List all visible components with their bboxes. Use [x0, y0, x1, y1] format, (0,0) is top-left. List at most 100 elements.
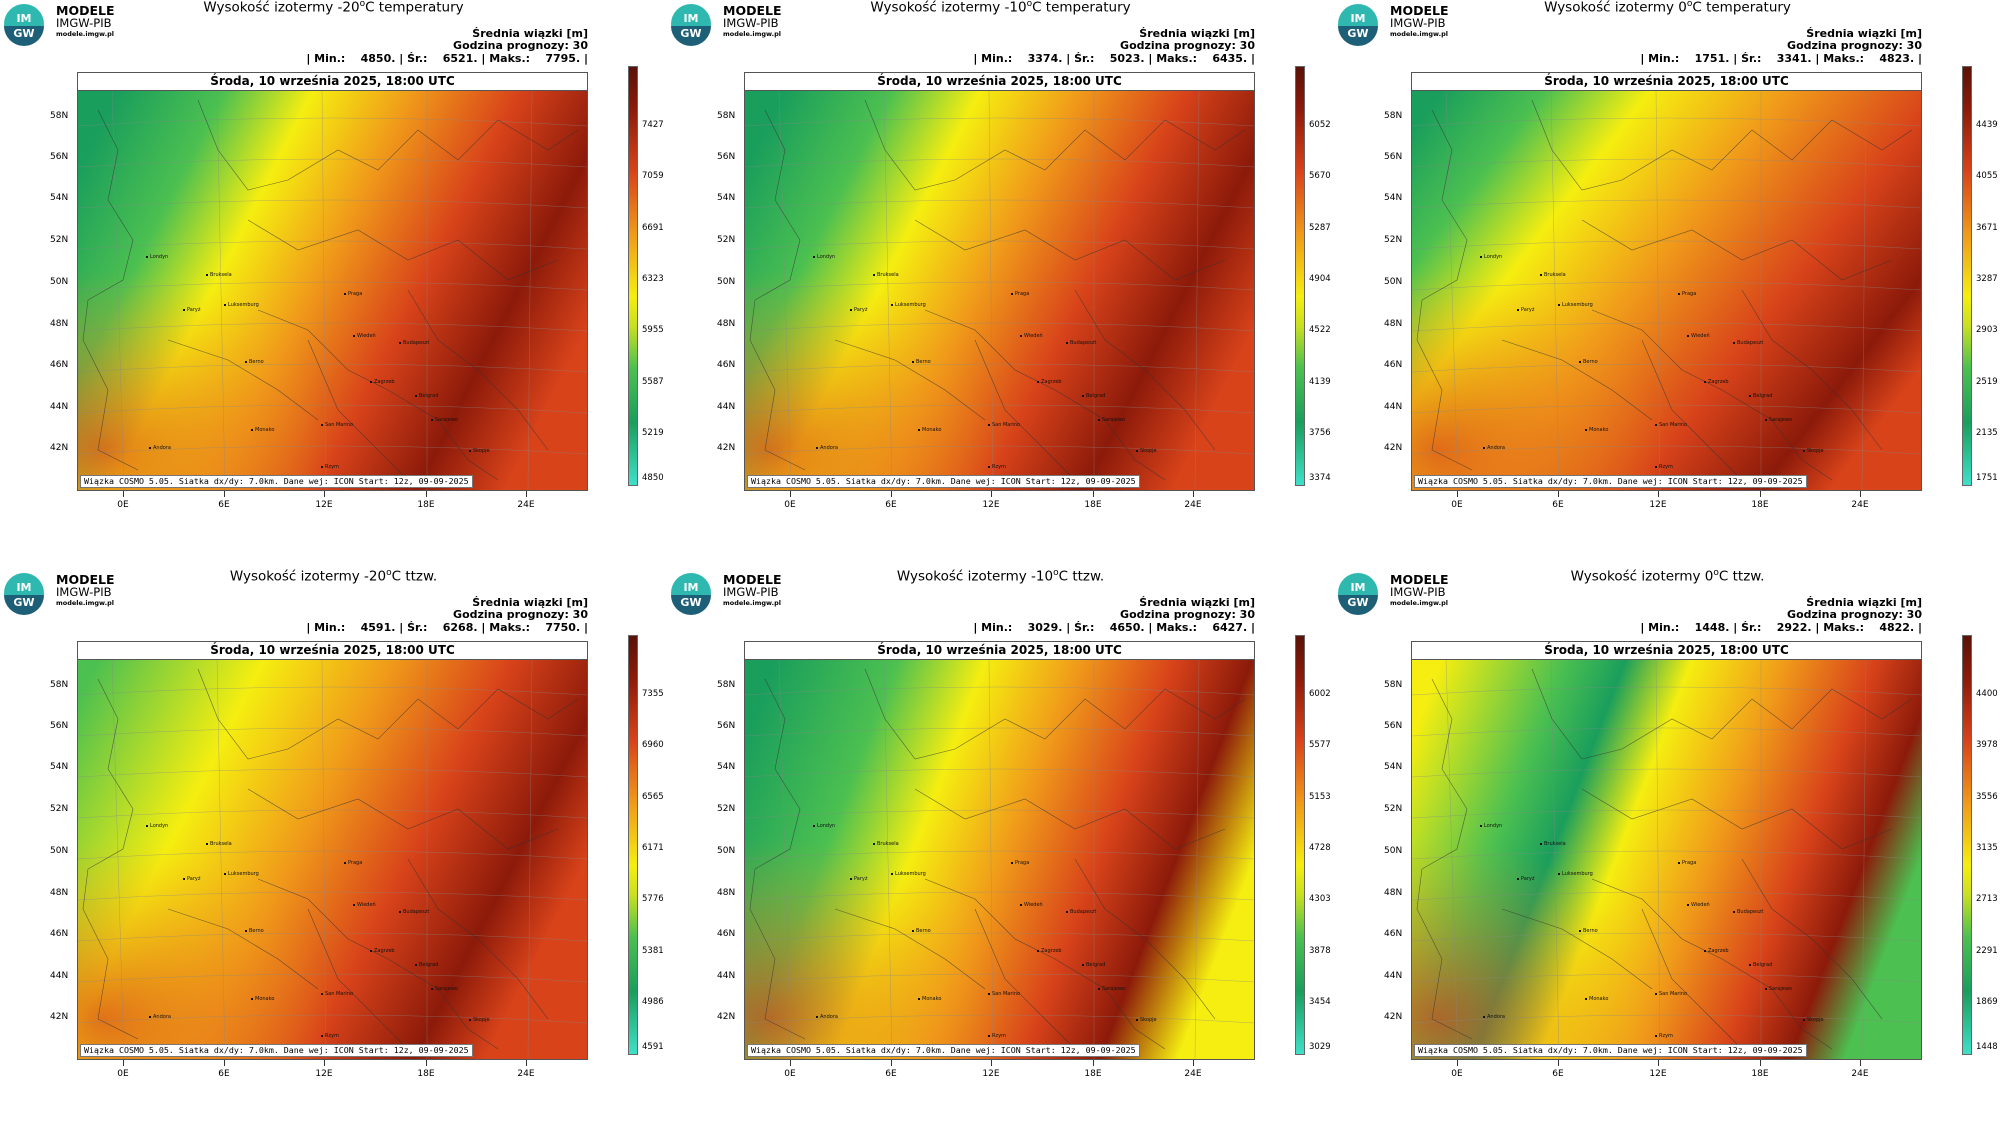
valid-date: Środa, 10 września 2025, 18:00 UTC [745, 642, 1254, 660]
brand-name: MODELE [723, 3, 782, 18]
brand-institute: IMGW-PIB [56, 16, 112, 30]
city-label: Monako [251, 996, 274, 1002]
latitude-label: 54N [717, 193, 736, 203]
longitude-tick [1193, 1060, 1194, 1066]
imgw-logo-icon: IM GW [1338, 4, 1378, 46]
map-frame[interactable]: Środa, 10 września 2025, 18:00 UTC Londy… [744, 641, 1255, 1060]
latitude-gridline [1412, 850, 1921, 860]
city-label: Belgrad [415, 962, 438, 968]
latitude-label: 44N [1384, 971, 1403, 981]
city-label: Paryż [1517, 307, 1535, 313]
city-label: Rzym [321, 464, 339, 470]
latitude-gridline [1412, 158, 1921, 168]
city-label: Andora [1483, 1014, 1505, 1020]
latitude-gridline [1412, 768, 1921, 778]
colorbar [1962, 66, 1972, 486]
latitude-label: 56N [50, 152, 69, 162]
stats-block: Średnia wiązki [m] Godzina prognozy: 30 | … [306, 596, 588, 634]
brand-url[interactable]: modele.imgw.pl [56, 599, 114, 607]
city-label: Budapeszt [1066, 909, 1096, 915]
longitude-label: 12E [1649, 500, 1667, 510]
colorbar-label: 7059 [642, 171, 664, 182]
latitude-gridline [78, 240, 587, 250]
model-footer: Wiązka COSMO 5.05. Siatka dx/dy: 7.0km. … [80, 1044, 473, 1057]
title-prefix: Wysokość izotermy -20 [203, 0, 360, 16]
brand-url[interactable]: modele.imgw.pl [1390, 30, 1448, 38]
brand-institute: IMGW-PIB [723, 585, 779, 599]
imgw-logo-icon: IM GW [1338, 573, 1378, 615]
stats-block: Średnia wiązki [m] Godzina prognozy: 30 | … [306, 27, 588, 65]
logo-bottom-text: GW [1347, 596, 1368, 609]
panel-title: Wysokość izotermy -10oC ttzw. [896, 568, 1105, 585]
brand-url[interactable]: modele.imgw.pl [56, 30, 114, 38]
city-label: Berno [245, 928, 264, 934]
latitude-gridline [1412, 809, 1921, 819]
logo-top-text: IM [683, 581, 698, 594]
city-label: Londyn [813, 254, 835, 260]
colorbar-label: 3029 [1309, 1042, 1331, 1052]
longitude-tick [224, 1060, 225, 1066]
brand-url[interactable]: modele.imgw.pl [1390, 599, 1448, 607]
city-label: Luksemburg [891, 871, 926, 877]
colorbar-label: 7427 [642, 120, 664, 130]
colorbar [1295, 635, 1305, 1055]
map-frame[interactable]: Środa, 10 września 2025, 18:00 UTC Londy… [77, 641, 588, 1060]
city-label: Sarajewo [1098, 417, 1125, 423]
longitude-tick [1658, 491, 1659, 497]
city-label: Andora [149, 1014, 171, 1020]
latitude-label: 44N [1384, 402, 1403, 412]
map-frame[interactable]: Środa, 10 września 2025, 18:00 UTC Londy… [77, 72, 588, 491]
longitude-gridline [1550, 659, 1560, 1059]
logo-bottom-text: GW [13, 596, 34, 609]
imgw-logo-icon: IM GW [671, 4, 711, 46]
brand-url[interactable]: modele.imgw.pl [723, 599, 781, 607]
latitude-gridline [1412, 363, 1921, 373]
latitude-label: 48N [1384, 888, 1403, 898]
city-label: Monako [1585, 996, 1608, 1002]
latitude-label: 46N [1384, 929, 1403, 939]
colorbar-label: 5153 [1309, 791, 1331, 802]
latitude-gridline [745, 363, 1254, 373]
latitude-label: 52N [50, 235, 69, 245]
longitude-tick [324, 491, 325, 497]
longitude-tick [1558, 1060, 1559, 1066]
brand-url[interactable]: modele.imgw.pl [723, 30, 781, 38]
latitude-label: 58N [717, 111, 736, 121]
latitude-gridline [745, 768, 1254, 778]
city-label: Bruksela [873, 272, 899, 278]
city-label: Andora [149, 445, 171, 451]
longitude-tick [123, 1060, 124, 1066]
latitude-label: 46N [717, 360, 736, 370]
longitude-label: 0E [117, 1069, 129, 1079]
colorbar-label: 7355 [642, 689, 664, 699]
latitude-label: 48N [717, 888, 736, 898]
latitude-gridline [78, 891, 587, 901]
colorbar [1295, 66, 1305, 486]
colorbar-label: 3671 [1976, 222, 1998, 233]
title-suffix: C temperatury [365, 0, 464, 16]
map-frame[interactable]: Środa, 10 września 2025, 18:00 UTC Londy… [744, 72, 1255, 491]
country-borders [749, 99, 1246, 481]
latitude-label: 56N [717, 721, 736, 731]
latitude-gridline [745, 932, 1254, 942]
stats-values: | Min.: 1448. | Śr.: 2922. | Maks.: 4822… [1640, 620, 1922, 634]
longitude-tick [426, 491, 427, 497]
city-label: Berno [912, 359, 931, 365]
isotherm-field: Londyn Bruksela Paryż Luksemburg Praga Wiedeń… [78, 90, 587, 490]
longitude-tick [1860, 491, 1861, 497]
logo-top-text: IM [1350, 581, 1365, 594]
stats-title: Średnia wiązki [m] [1806, 596, 1922, 609]
city-label: Paryż [1517, 876, 1535, 882]
brand-institute: IMGW-PIB [56, 585, 112, 599]
latitude-label: 48N [717, 319, 736, 329]
stats-title: Średnia wiązki [m] [1806, 27, 1922, 40]
valid-date: Środa, 10 września 2025, 18:00 UTC [1412, 642, 1921, 660]
city-label: Belgrad [1749, 962, 1772, 968]
latitude-gridline [1412, 117, 1921, 127]
logo-bottom-text: GW [1347, 27, 1368, 40]
map-frame[interactable]: Środa, 10 września 2025, 18:00 UTC Londy… [1411, 72, 1922, 491]
latitude-label: 52N [50, 804, 69, 814]
map-frame[interactable]: Środa, 10 września 2025, 18:00 UTC Londy… [1411, 641, 1922, 1060]
forecast-panel: IM GW MODELE IMGW-PIB modele.imgw.pl Wys… [1334, 568, 2000, 1137]
colorbar-label: 4400 [1976, 689, 1998, 699]
